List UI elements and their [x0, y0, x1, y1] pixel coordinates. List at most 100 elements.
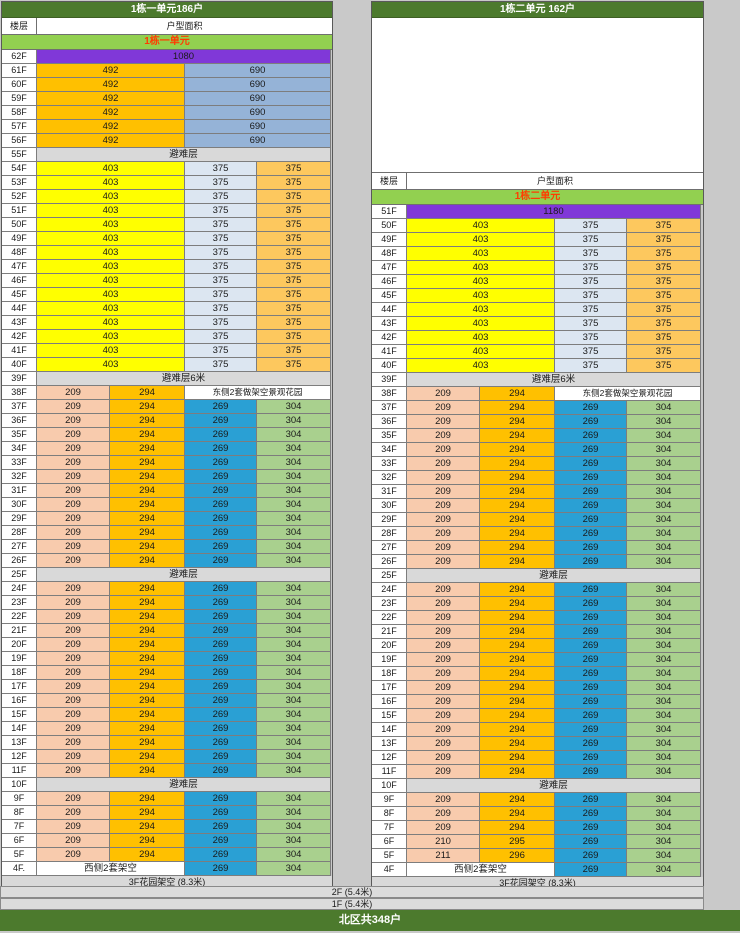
unit2-band: 1栋二单元 — [372, 190, 703, 205]
area-cell: 304 — [627, 639, 701, 653]
area-cell: 294 — [480, 737, 555, 751]
floor-label: 50F — [372, 219, 407, 233]
area-cell: 294 — [480, 401, 555, 415]
floor-label: 47F — [2, 260, 37, 274]
area-cell: 375 — [257, 176, 331, 190]
area-cell: 294 — [110, 792, 185, 806]
floor-row-23F: 23F 209 294 269 304 — [2, 596, 332, 610]
floor-label: 5F — [2, 848, 37, 862]
area-cell: 269 — [185, 428, 257, 442]
floor-label: 23F — [2, 596, 37, 610]
area-cell: 209 — [37, 764, 110, 778]
area-cell: 375 — [185, 176, 257, 190]
area-cell: 403 — [407, 345, 555, 359]
floor-row-4F: 4F. 西侧2套架空 269 304 — [2, 862, 332, 876]
unit2-rows: 51F 1180 50F 403 375 375 49F 403 375 375 48F 403 375… — [372, 205, 703, 877]
area-cell: 211 — [407, 849, 480, 863]
floor-row-26F: 26F 209 294 269 304 — [2, 554, 332, 568]
area-cell: 209 — [37, 456, 110, 470]
floor-row-35F: 35F 209 294 269 304 — [2, 428, 332, 442]
area-cell: 375 — [627, 233, 701, 247]
floor-row-60F: 60F 492 690 — [2, 78, 332, 92]
floor-row-30F: 30F 209 294 269 304 — [372, 499, 703, 513]
area-cell: 304 — [257, 400, 331, 414]
area-cell: 294 — [110, 428, 185, 442]
floor-row-26F: 26F 209 294 269 304 — [372, 555, 703, 569]
area-cell: 269 — [555, 541, 627, 555]
floor-label: 15F — [372, 709, 407, 723]
floor-label: 58F — [2, 106, 37, 120]
floor-row-51F: 51F 1180 — [372, 205, 703, 219]
floor-row-50F: 50F 403 375 375 — [2, 218, 332, 232]
area-cell: 东侧2套做架空景观花园 — [555, 387, 701, 401]
area-cell: 304 — [627, 625, 701, 639]
area-cell: 403 — [37, 204, 185, 218]
area-cell: 269 — [555, 639, 627, 653]
floor-row-48F: 48F 403 375 375 — [372, 247, 703, 261]
floor-label: 7F — [372, 821, 407, 835]
area-cell: 375 — [555, 289, 627, 303]
floor-label: 23F — [372, 597, 407, 611]
area-cell: 375 — [185, 218, 257, 232]
floor-row-27F: 27F 209 294 269 304 — [2, 540, 332, 554]
area-cell: 304 — [257, 764, 331, 778]
area-cell: 375 — [627, 247, 701, 261]
floor-row-40F: 40F 403 375 375 — [372, 359, 703, 373]
area-cell: 269 — [555, 555, 627, 569]
floor-label: 24F — [372, 583, 407, 597]
area-cell: 403 — [37, 176, 185, 190]
floor-row-46F: 46F 403 375 375 — [2, 274, 332, 288]
floor-row-17F: 17F 209 294 269 304 — [372, 681, 703, 695]
area-cell: 403 — [37, 162, 185, 176]
floor-row-12F: 12F 209 294 269 304 — [372, 751, 703, 765]
floor-row-40F: 40F 403 375 375 — [2, 358, 332, 372]
area-cell: 403 — [37, 288, 185, 302]
area-cell: 304 — [627, 429, 701, 443]
area-cell: 294 — [480, 611, 555, 625]
area-cell: 269 — [555, 625, 627, 639]
floor-row-46F: 46F 403 375 375 — [372, 275, 703, 289]
floor-label: 9F — [372, 793, 407, 807]
area-cell: 294 — [110, 400, 185, 414]
area-cell: 269 — [555, 709, 627, 723]
floor-row-32F: 32F 209 294 269 304 — [2, 470, 332, 484]
area-cell: 304 — [627, 611, 701, 625]
area-cell: 375 — [185, 330, 257, 344]
floor-row-37F: 37F 209 294 269 304 — [372, 401, 703, 415]
area-cell: 403 — [407, 247, 555, 261]
floor-label: 46F — [2, 274, 37, 288]
floor-column-header: 楼层 — [372, 173, 407, 189]
area-cell: 209 — [407, 527, 480, 541]
area-cell: 269 — [185, 554, 257, 568]
area-cell: 375 — [257, 218, 331, 232]
area-cell: 375 — [555, 303, 627, 317]
area-cell: 209 — [407, 695, 480, 709]
floor-label: 36F — [2, 414, 37, 428]
area-cell: 375 — [257, 162, 331, 176]
floor-label: 45F — [372, 289, 407, 303]
floor-row-38F: 38F 209 294 东侧2套做架空景观花园 — [372, 387, 703, 401]
area-cell: 304 — [257, 820, 331, 834]
unit1-table: 1栋一单元186户 楼层 户型面积 1栋一单元 62F 1080 61F 492 690… — [1, 1, 333, 891]
area-cell: 375 — [185, 162, 257, 176]
floor-label: 18F — [2, 666, 37, 680]
area-cell: 269 — [555, 471, 627, 485]
floor-label: 13F — [2, 736, 37, 750]
floor-row-13F: 13F 209 294 269 304 — [2, 736, 332, 750]
floor-label: 17F — [2, 680, 37, 694]
floor-row-21F: 21F 209 294 269 304 — [2, 624, 332, 638]
floor-row-11F: 11F 209 294 269 304 — [372, 765, 703, 779]
area-cell: 209 — [37, 750, 110, 764]
area-cell: 209 — [37, 610, 110, 624]
area-cell: 375 — [555, 331, 627, 345]
area-cell: 294 — [110, 848, 185, 862]
floor-row-44F: 44F 403 375 375 — [372, 303, 703, 317]
floor-row-48F: 48F 403 375 375 — [2, 246, 332, 260]
area-cell: 304 — [627, 849, 701, 863]
area-cell: 294 — [480, 821, 555, 835]
area-cell: 304 — [257, 526, 331, 540]
area-cell: 304 — [627, 807, 701, 821]
floor-row-58F: 58F 492 690 — [2, 106, 332, 120]
area-cell: 375 — [555, 247, 627, 261]
area-cell: 304 — [257, 652, 331, 666]
